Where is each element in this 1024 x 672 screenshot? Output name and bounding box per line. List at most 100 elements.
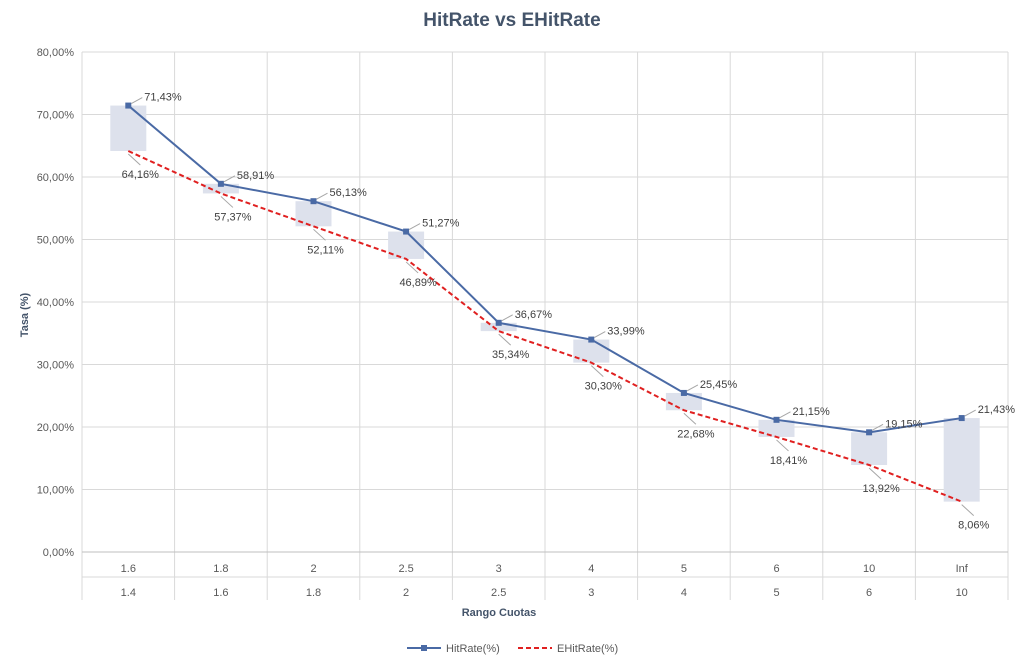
hitrate-data-label: 36,67% <box>515 309 553 321</box>
x-axis-title: Rango Cuotas <box>462 607 537 619</box>
hitrate-data-label: 21,43% <box>978 404 1016 416</box>
ehitrate-label-leader <box>683 412 697 425</box>
x-tick-label-lower: 2 <box>403 587 409 599</box>
gridlines <box>81 51 1009 600</box>
hitrate-label-leader <box>223 175 236 183</box>
x-tick-label-lower: 4 <box>681 587 687 599</box>
hitrate-data-label: 19,15% <box>885 418 923 430</box>
legend-marker-hitrate <box>421 645 427 651</box>
hitrate-label-leader <box>594 331 606 339</box>
ehitrate-label-leader <box>313 228 326 241</box>
series-lines <box>125 102 965 503</box>
difference-bar <box>388 231 425 259</box>
hitrate-data-label: 33,99% <box>607 326 645 338</box>
chart-title: HitRate vs EHitRate <box>423 10 600 31</box>
legend-label-ehitrate: EHitRate(%) <box>557 643 618 655</box>
hitrate-marker <box>773 416 780 423</box>
data-labels: 71,43% 58,91% 56,13% 51,27% 36,67% 33,99% 25,4… <box>122 92 1016 532</box>
x-tick-label-lower: 1.6 <box>213 587 228 599</box>
hitrate-marker <box>495 319 502 326</box>
hitrate-marker <box>217 180 224 187</box>
hitrate-marker <box>958 415 965 422</box>
ehitrate-data-label: 52,11% <box>307 244 344 256</box>
ehitrate-label-leader <box>220 196 234 208</box>
y-axis-title: Tasa (%) <box>19 292 31 337</box>
x-tick-label-upper: 5 <box>681 563 687 575</box>
ehitrate-label-leader <box>590 365 604 377</box>
y-tick-label: 40,00% <box>37 297 75 309</box>
x-tick-label-lower: 5 <box>773 587 779 599</box>
y-tick-label: 30,00% <box>37 360 75 372</box>
y-tick-label: 80,00% <box>37 47 75 59</box>
legend: HitRate(%) EHitRate(%) <box>407 643 618 655</box>
x-tick-label-upper: 4 <box>588 563 594 575</box>
hitrate-data-label: 25,45% <box>700 379 738 391</box>
difference-bars <box>110 105 980 502</box>
difference-bar <box>110 105 147 151</box>
x-tick-label-upper: Inf <box>956 563 969 575</box>
difference-bar <box>202 183 239 194</box>
ehitrate-data-label: 35,34% <box>492 349 530 361</box>
difference-bar <box>758 419 795 437</box>
hitrate-data-label: 51,27% <box>422 218 460 230</box>
x-tick-label-upper: 2.5 <box>398 563 413 575</box>
difference-bar <box>851 432 888 465</box>
hitrate-marker <box>680 389 687 396</box>
y-tick-label: 20,00% <box>37 422 75 434</box>
ehitrate-data-label: 13,92% <box>862 483 900 495</box>
x-tick-label-lower: 10 <box>956 587 968 599</box>
x-tick-label-lower: 6 <box>866 587 872 599</box>
hitrate-marker <box>588 336 595 343</box>
x-tick-label-lower: 1.8 <box>306 587 321 599</box>
hitrate-label-leader <box>686 384 699 392</box>
ehitrate-label-leader <box>405 261 419 274</box>
legend-label-hitrate: HitRate(%) <box>446 643 500 655</box>
hitrate-label-leader <box>871 423 884 431</box>
ehitrate-label-leader <box>498 333 512 346</box>
ehitrate-data-label: 18,41% <box>770 455 808 467</box>
difference-bar <box>943 418 980 502</box>
hitrate-label-leader <box>408 223 421 231</box>
series-line-ehitrate <box>127 150 963 503</box>
ehitrate-data-label: 8,06% <box>958 520 989 532</box>
hitrate-data-label: 58,91% <box>237 170 275 182</box>
hitrate-marker <box>310 198 317 205</box>
hitrate-label-leader <box>779 411 791 419</box>
hitrate-label-leader <box>964 409 976 417</box>
hitrate-marker <box>125 102 132 109</box>
x-tick-label-lower: 3 <box>588 587 594 599</box>
x-tick-label-upper: 1.8 <box>213 563 228 575</box>
x-tick-label-upper: 6 <box>773 563 779 575</box>
hitrate-data-label: 21,15% <box>793 406 831 418</box>
ehitrate-label-leader <box>961 504 975 516</box>
ehitrate-data-label: 57,37% <box>214 211 252 223</box>
ehitrate-label-leader <box>776 439 789 452</box>
axis-ticks: 0,00% 10,00% 20,00% 30,00% 40,00% 50,00% 60,00… <box>37 47 969 599</box>
hitrate-marker <box>403 228 410 235</box>
x-tick-label-upper: 1.6 <box>121 563 136 575</box>
hitrate-label-leader <box>316 192 328 200</box>
hitrate-label-leader <box>131 97 143 105</box>
y-tick-label: 0,00% <box>43 547 74 559</box>
ehitrate-data-label: 46,89% <box>399 277 437 289</box>
ehitrate-data-label: 64,16% <box>122 169 160 181</box>
ehitrate-data-label: 22,68% <box>677 428 715 440</box>
ehitrate-data-label: 30,30% <box>585 381 623 393</box>
series-line-hitrate <box>127 104 962 434</box>
hitrate-marker <box>866 429 873 436</box>
x-tick-label-lower: 2.5 <box>491 587 506 599</box>
ehitrate-label-leader <box>127 153 141 166</box>
y-tick-label: 10,00% <box>37 485 75 497</box>
y-tick-label: 50,00% <box>37 235 75 247</box>
x-tick-label-upper: 3 <box>496 563 502 575</box>
ehitrate-label-leader <box>868 467 882 480</box>
hitrate-label-leader <box>501 314 513 322</box>
difference-bar <box>480 322 517 332</box>
hitrate-data-label: 56,13% <box>330 187 368 199</box>
y-tick-label: 70,00% <box>37 110 75 122</box>
x-tick-label-upper: 2 <box>310 563 316 575</box>
y-tick-label: 60,00% <box>37 172 75 184</box>
x-tick-label-lower: 1.4 <box>121 587 136 599</box>
